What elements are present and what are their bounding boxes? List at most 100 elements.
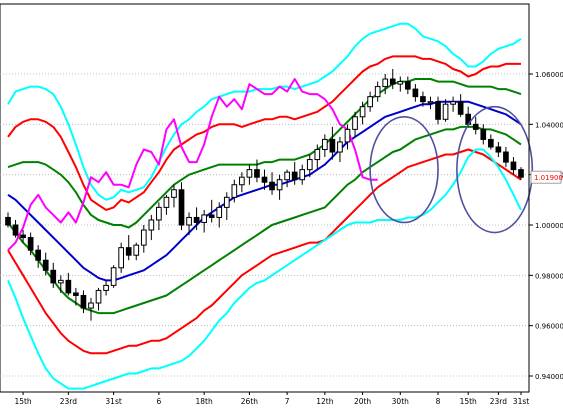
current-price-label: 1.01900 xyxy=(534,174,563,182)
candle-body xyxy=(450,101,456,105)
x-tick-label: 6 xyxy=(156,397,161,406)
candle-body xyxy=(374,86,381,98)
candle-body xyxy=(472,123,479,130)
x-axis: 15th 23rd 31st 6 18th 26th 7 12th 20th 30th 8 15th 2… xyxy=(0,391,529,406)
current-price-box xyxy=(530,170,562,184)
candle-body xyxy=(57,279,64,284)
candle-body xyxy=(133,244,140,256)
candle-body xyxy=(246,169,253,178)
candle-body xyxy=(495,146,502,153)
series-line-4 xyxy=(7,125,522,315)
candle-body xyxy=(42,259,49,271)
candle-body xyxy=(322,138,328,151)
y-tick-label: 1.00000 xyxy=(535,222,563,230)
candle-body xyxy=(35,249,42,261)
candle-body xyxy=(125,247,132,256)
candle-body xyxy=(503,151,509,163)
x-tick-label: 12th xyxy=(316,397,333,406)
candle-body xyxy=(276,179,283,191)
x-tick-label: 30th xyxy=(392,397,409,406)
candle-body xyxy=(329,138,336,153)
candle-body xyxy=(261,176,268,183)
candle-body xyxy=(367,96,373,108)
candle-body xyxy=(435,101,441,120)
series-line-7 xyxy=(7,78,378,251)
candle-body xyxy=(148,219,155,231)
candle-body xyxy=(20,234,26,239)
candle-body xyxy=(480,128,487,140)
candle-body xyxy=(95,289,102,304)
candle-body xyxy=(186,216,192,226)
series-line-2 xyxy=(7,78,522,229)
candle-body xyxy=(344,128,351,143)
candle-body xyxy=(487,138,494,148)
y-tick-label: 0.94000 xyxy=(535,373,563,381)
candle-body xyxy=(193,216,200,223)
candle-body xyxy=(382,78,389,88)
x-tick-label: 8 xyxy=(436,397,441,406)
x-tick-label: 26th xyxy=(241,397,258,406)
candle-body xyxy=(239,176,245,186)
candle-body xyxy=(404,81,411,90)
annotation-ellipse-1 xyxy=(456,105,534,234)
candle-body xyxy=(420,96,426,103)
candle-body xyxy=(171,189,177,198)
candle-body xyxy=(163,196,170,208)
series-line-5 xyxy=(7,148,522,355)
candle-body xyxy=(65,279,72,294)
candle-body xyxy=(103,284,109,291)
candle-body xyxy=(88,302,94,309)
x-tick-label: 15th xyxy=(460,397,477,406)
candle-body xyxy=(178,189,185,226)
x-tick-label: 18th xyxy=(196,397,213,406)
y-tick-label: 0.98000 xyxy=(535,272,563,280)
series-line-0 xyxy=(7,22,522,201)
x-tick-label: 31st xyxy=(513,397,529,406)
candle-body xyxy=(397,81,404,85)
candle-body xyxy=(291,171,298,181)
candle-body xyxy=(412,88,419,98)
candle-body xyxy=(269,181,275,191)
candle-body xyxy=(223,196,230,208)
candle-body xyxy=(5,216,11,226)
candle-body xyxy=(284,171,290,181)
candle-body xyxy=(110,267,117,286)
candle-body xyxy=(457,101,464,115)
candle-body xyxy=(442,103,449,120)
candle-body xyxy=(27,237,34,251)
candle-body xyxy=(299,169,306,181)
candle-body xyxy=(352,116,358,130)
candle-body xyxy=(314,149,321,161)
candle-body xyxy=(306,159,313,171)
candle-body xyxy=(216,206,223,218)
x-tick-label: 31st xyxy=(105,397,121,406)
candle-body xyxy=(50,269,57,284)
candle-body xyxy=(510,161,517,171)
series-line-1 xyxy=(7,55,521,211)
candle-body xyxy=(140,229,147,246)
candle-body xyxy=(231,184,238,198)
y-tick-label: 0.96000 xyxy=(535,323,563,331)
candle-body xyxy=(12,224,19,236)
candle-body xyxy=(518,169,524,178)
candle-body xyxy=(208,214,215,218)
plot-area xyxy=(0,3,530,393)
candles-group xyxy=(5,68,524,321)
candle-body xyxy=(156,206,162,221)
x-tick-label: 20th xyxy=(354,397,371,406)
x-tick-label: 7 xyxy=(285,397,290,406)
candle-body xyxy=(337,141,343,153)
candle-body xyxy=(427,101,434,104)
x-tick-label: 23rd xyxy=(60,397,77,406)
x-tick-label: 15th xyxy=(14,397,31,406)
candle-body xyxy=(118,247,125,269)
candle-body xyxy=(201,214,207,223)
candle-body xyxy=(73,292,79,296)
y-tick-label: 1.04000 xyxy=(535,121,563,129)
x-tick-label: 23rd xyxy=(490,397,507,406)
annotation-ellipse-0 xyxy=(369,115,439,224)
y-tick-label: 1.06000 xyxy=(535,71,563,79)
candle-body xyxy=(80,294,87,309)
